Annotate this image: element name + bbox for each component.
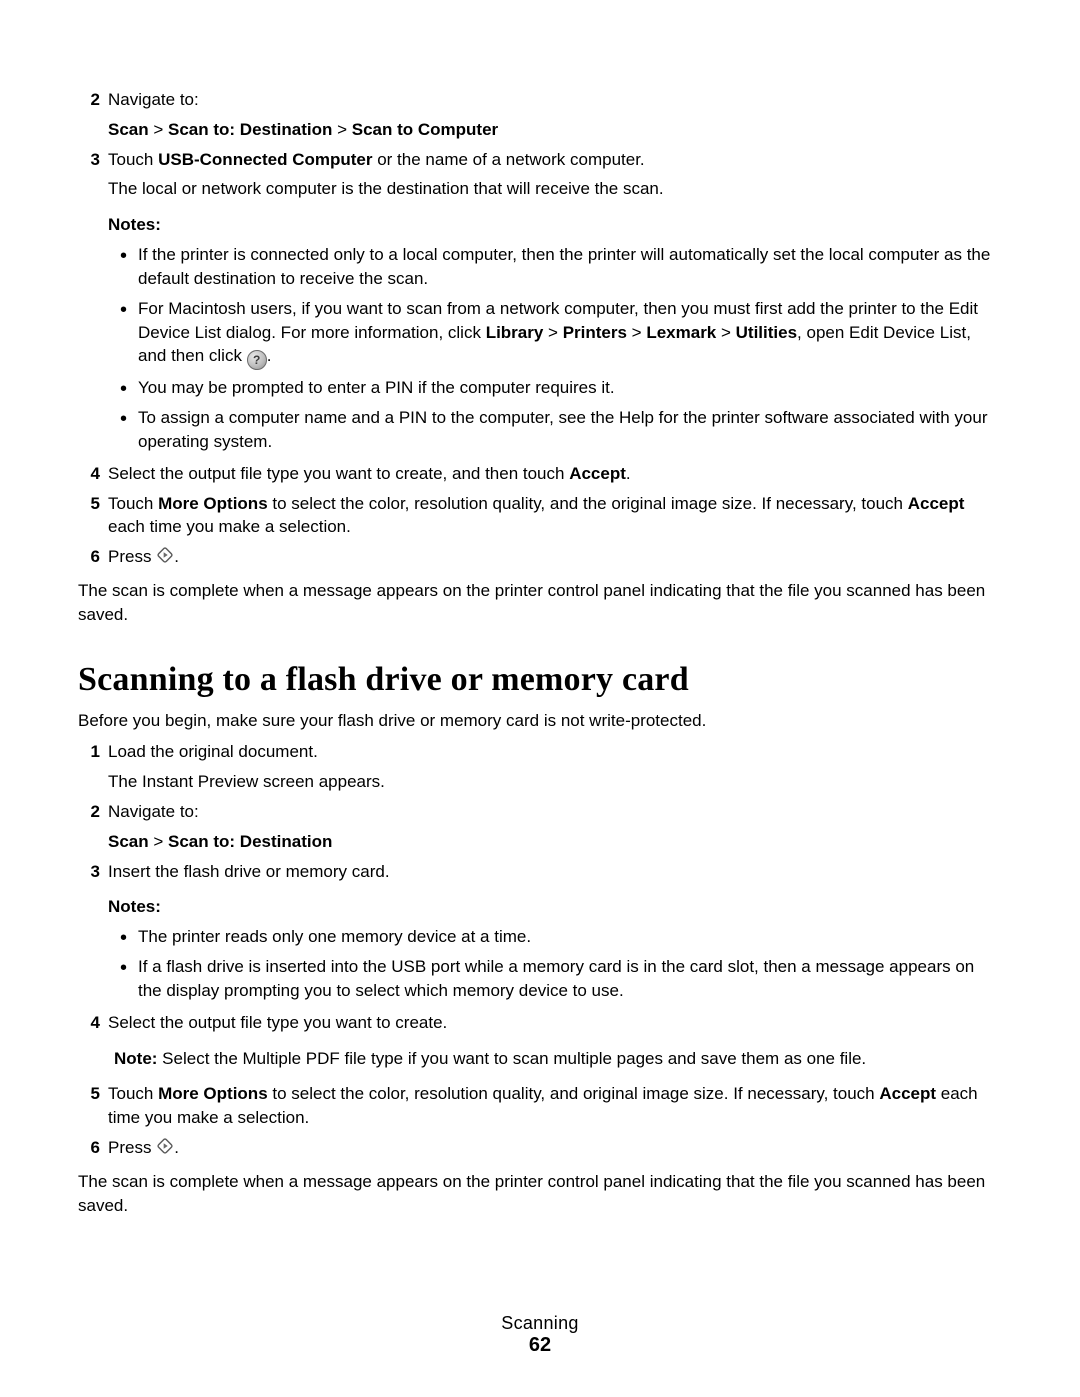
step-4b: 4 Select the output file type you want t… [78, 1011, 1002, 1071]
step-text: Press . [108, 547, 179, 566]
note-item: If the printer is connected only to a lo… [138, 243, 1002, 291]
steps-list-a-cont: 4 Select the output file type you want t… [78, 462, 1002, 571]
question-mark-icon: ? [247, 350, 267, 370]
start-diamond-icon [156, 1137, 174, 1162]
step-text: Select the output file type you want to … [108, 464, 631, 483]
step-text: Navigate to: [108, 90, 199, 109]
step-5b: 5 Touch More Options to select the color… [78, 1082, 1002, 1130]
step-number: 4 [78, 1011, 100, 1035]
step-2b: 2 Navigate to: Scan > Scan to: Destinati… [78, 800, 1002, 854]
step-1b: 1 Load the original document. The Instan… [78, 740, 1002, 794]
step-text: Load the original document. [108, 742, 318, 761]
nav-path: Scan > Scan to: Destination [108, 830, 1002, 854]
nav-path: Scan > Scan to: Destination > Scan to Co… [108, 118, 1002, 142]
note-item: The printer reads only one memory device… [138, 925, 1002, 949]
notes-list-a: If the printer is connected only to a lo… [78, 243, 1002, 454]
step-number: 2 [78, 800, 100, 824]
step-text: Touch More Options to select the color, … [108, 494, 964, 537]
step-5a: 5 Touch More Options to select the color… [78, 492, 1002, 540]
page-footer: Scanning 62 [0, 1313, 1080, 1357]
notes-list-b: The printer reads only one memory device… [78, 925, 1002, 1002]
notes-header: Notes: [78, 215, 1002, 235]
step-number: 6 [78, 545, 100, 569]
notes-header: Notes: [78, 897, 1002, 917]
footer-section-label: Scanning [0, 1313, 1080, 1334]
step-number: 3 [78, 860, 100, 884]
step-number: 3 [78, 148, 100, 172]
inline-note: Note: Select the Multiple PDF file type … [114, 1047, 1002, 1071]
section-heading: Scanning to a flash drive or memory card [78, 661, 1002, 699]
step-6a: 6 Press . [78, 545, 1002, 571]
step-text: Insert the flash drive or memory card. [108, 862, 390, 881]
step-3a: 3 Touch USB‑Connected Computer or the na… [78, 148, 1002, 202]
footer-page-number: 62 [0, 1334, 1080, 1357]
step-text: Touch USB‑Connected Computer or the name… [108, 150, 645, 169]
step-subtext: The Instant Preview screen appears. [108, 770, 1002, 794]
intro-para-b: Before you begin, make sure your flash d… [78, 709, 1002, 733]
step-subtext: The local or network computer is the des… [108, 177, 1002, 201]
note-item: For Macintosh users, if you want to scan… [138, 297, 1002, 371]
steps-list-a: 2 Navigate to: Scan > Scan to: Destinati… [78, 88, 1002, 201]
note-item: If a flash drive is inserted into the US… [138, 955, 1002, 1003]
document-page: 2 Navigate to: Scan > Scan to: Destinati… [0, 0, 1080, 1397]
step-number: 1 [78, 740, 100, 764]
step-text: Navigate to: [108, 802, 199, 821]
step-text: Press . [108, 1138, 179, 1157]
step-number: 5 [78, 1082, 100, 1106]
step-number: 2 [78, 88, 100, 112]
start-diamond-icon [156, 546, 174, 571]
closing-para-b: The scan is complete when a message appe… [78, 1170, 1002, 1218]
step-number: 5 [78, 492, 100, 516]
closing-para-a: The scan is complete when a message appe… [78, 579, 1002, 627]
step-number: 4 [78, 462, 100, 486]
step-number: 6 [78, 1136, 100, 1160]
step-2a: 2 Navigate to: Scan > Scan to: Destinati… [78, 88, 1002, 142]
note-item: To assign a computer name and a PIN to t… [138, 406, 1002, 454]
steps-list-b-cont: 4 Select the output file type you want t… [78, 1011, 1002, 1162]
step-4a: 4 Select the output file type you want t… [78, 462, 1002, 486]
step-text: Touch More Options to select the color, … [108, 1084, 978, 1127]
step-text: Select the output file type you want to … [108, 1013, 447, 1032]
step-6b: 6 Press . [78, 1136, 1002, 1162]
step-3b: 3 Insert the flash drive or memory card. [78, 860, 1002, 884]
steps-list-b: 1 Load the original document. The Instan… [78, 740, 1002, 883]
note-item: You may be prompted to enter a PIN if th… [138, 376, 1002, 400]
